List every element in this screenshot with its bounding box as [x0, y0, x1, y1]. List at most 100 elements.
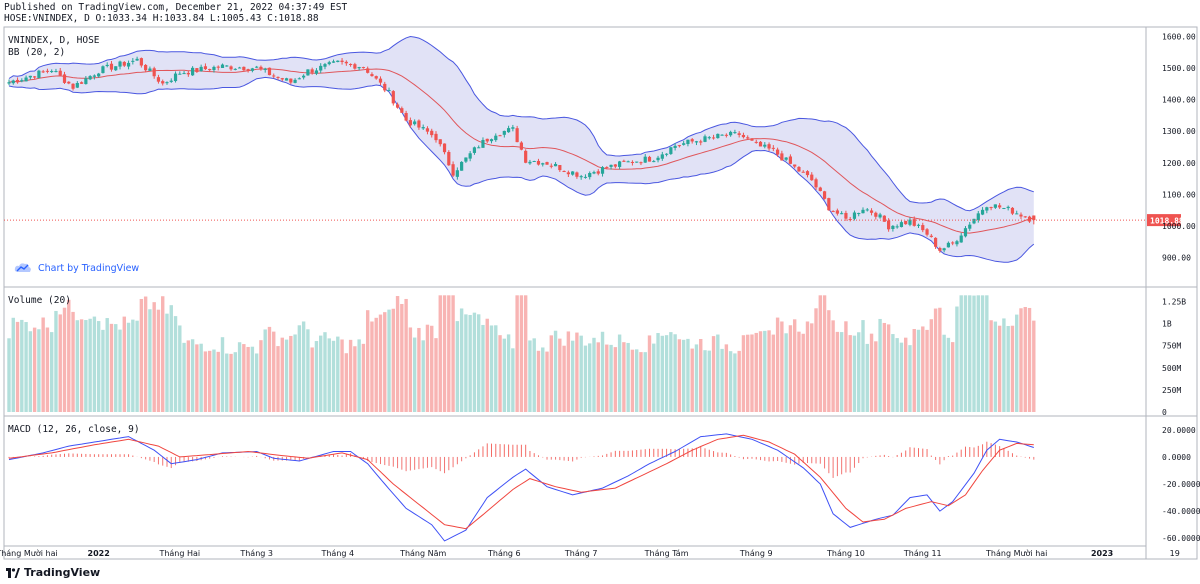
volume-bar	[985, 295, 989, 412]
candle-body	[387, 90, 391, 92]
candle-body	[15, 79, 20, 83]
bb-lower-line	[8, 76, 1035, 263]
chart-by-tradingview-link[interactable]: Chart by TradingView	[14, 262, 139, 274]
price-tick-label: 1000.00	[1162, 222, 1196, 231]
volume-bar	[844, 321, 848, 412]
volume-bar	[276, 346, 280, 412]
volume-bar	[118, 329, 122, 412]
candle-body	[852, 212, 857, 219]
candle-body	[793, 164, 797, 167]
volume-bar	[968, 295, 972, 412]
volume-bar	[464, 314, 468, 412]
candle-body	[869, 210, 874, 213]
volume-bar	[647, 335, 652, 412]
volume-bar	[950, 342, 955, 412]
volume-bar	[506, 334, 511, 412]
volume-bar	[861, 320, 865, 412]
candle-body	[861, 209, 865, 214]
candle-body	[1023, 216, 1027, 218]
volume-bar	[523, 295, 528, 412]
candle-body	[848, 219, 852, 221]
volume-bar	[186, 340, 191, 412]
volume-bar	[459, 308, 464, 412]
volume-bar	[669, 332, 673, 412]
time-tick-label: 19	[1170, 549, 1180, 558]
volume-bar	[71, 311, 75, 412]
volume-bar	[605, 344, 609, 412]
volume-bar	[430, 325, 434, 412]
volume-bar	[481, 324, 485, 412]
candle-body	[413, 121, 417, 125]
price-tick-label: 1400.00	[1162, 96, 1196, 105]
volume-bar	[997, 325, 1002, 412]
volume-bar	[737, 350, 741, 412]
candle-body	[451, 164, 455, 176]
candle-body	[942, 248, 946, 251]
candle-body	[477, 147, 481, 149]
candle-body	[306, 69, 310, 76]
volume-bar	[225, 353, 229, 412]
volume-bar	[84, 320, 88, 412]
volume-bar	[899, 342, 904, 412]
volume-bar	[348, 339, 353, 412]
volume-bar	[280, 337, 284, 412]
volume-bar	[15, 321, 20, 412]
volume-bar	[24, 322, 28, 412]
volume-bar	[716, 334, 720, 412]
candle-body	[340, 60, 344, 63]
candle-body	[767, 144, 771, 149]
volume-bar	[135, 320, 139, 412]
candle-body	[1027, 216, 1032, 222]
symbol-ohlc: HOSE:VNINDEX, D O:1033.34 H:1033.84 L:10…	[4, 13, 319, 24]
candle-body	[639, 162, 643, 164]
volume-bar	[579, 335, 583, 412]
candle-body	[699, 141, 703, 143]
volume-bar	[724, 344, 729, 412]
volume-bar	[857, 332, 861, 412]
volume-bar	[613, 347, 618, 412]
candle-body	[489, 139, 494, 142]
tradingview-logo-icon	[6, 567, 20, 578]
candle-body	[404, 112, 408, 121]
volume-bar	[400, 303, 404, 412]
candle-body	[925, 229, 929, 235]
volume-bar	[391, 308, 395, 412]
volume-bar	[284, 339, 289, 412]
volume-bar	[237, 342, 242, 412]
volume-bar	[58, 314, 62, 412]
candle-body	[511, 127, 515, 129]
candle-body	[263, 68, 267, 70]
candle-body	[660, 154, 664, 159]
volume-bar	[827, 310, 831, 412]
volume-bar	[79, 319, 84, 412]
volume-bar	[784, 333, 788, 412]
volume-bar	[831, 320, 835, 412]
time-tick-label: Tháng 7	[564, 549, 598, 558]
candle-body	[921, 225, 925, 231]
volume-bar	[746, 334, 750, 412]
candle-body	[729, 131, 733, 136]
time-tick-label: 2022	[88, 549, 110, 558]
candle-body	[425, 128, 430, 132]
candle-body	[524, 150, 528, 163]
candle-body	[844, 212, 848, 219]
volume-bar	[165, 313, 169, 412]
candle-body	[84, 78, 88, 85]
candle-body	[135, 58, 139, 61]
candle-body	[152, 68, 156, 77]
candle-body	[148, 68, 152, 71]
candle-body	[635, 161, 639, 163]
volume-bar	[1006, 325, 1010, 412]
tradingview-brand[interactable]: TradingView	[6, 566, 100, 579]
candle-body	[669, 147, 673, 154]
candle-body	[199, 66, 203, 72]
volume-bar	[878, 318, 882, 412]
candle-body	[327, 62, 331, 65]
candle-body	[374, 76, 378, 79]
volume-bar	[20, 319, 24, 412]
price-tick-label: 1500.00	[1162, 64, 1196, 73]
candle-body	[737, 133, 741, 135]
candle-body	[541, 163, 545, 165]
last-price-tag	[1147, 214, 1181, 227]
